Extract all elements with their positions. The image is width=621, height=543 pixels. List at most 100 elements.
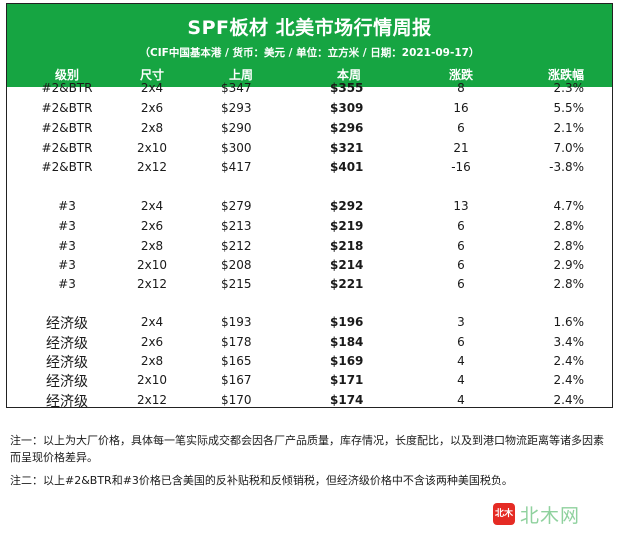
cell-grade: #2&BTR bbox=[41, 81, 93, 95]
cell-size: 2x12 bbox=[136, 393, 167, 407]
cell-change-pct: -3.8% bbox=[549, 160, 584, 174]
report-subtitle: （CIF中国基本港 / 货币：美元 / 单位：立方米 / 日期：2021-09-… bbox=[139, 47, 480, 59]
cell-last-week: $167 bbox=[221, 373, 252, 387]
cell-last-week: $193 bbox=[221, 315, 252, 329]
price-table: SPF板材 北美市场行情周报 （CIF中国基本港 / 货币：美元 / 单位：立方… bbox=[6, 3, 613, 410]
cell-change: 6 bbox=[457, 258, 465, 272]
cell-this-week: $214 bbox=[330, 258, 364, 272]
cell-grade: 经济级 bbox=[46, 336, 88, 352]
cell-this-week: $219 bbox=[330, 219, 364, 233]
column-header-change-pct: 涨跌幅 bbox=[547, 68, 584, 82]
cell-last-week: $212 bbox=[221, 239, 252, 253]
cell-change-pct: 2.4% bbox=[553, 354, 585, 368]
cell-change: -16 bbox=[451, 160, 471, 174]
note-1: 注一：以上为大厂价格，具体每一笔实际成交都会因各厂产品质量，库存情况，长度配比，… bbox=[10, 434, 604, 464]
cell-size: 2x10 bbox=[136, 141, 167, 155]
cell-change-pct: 2.1% bbox=[553, 121, 585, 135]
cell-this-week: $296 bbox=[330, 121, 364, 135]
cell-this-week: $221 bbox=[330, 277, 364, 291]
cell-this-week: $171 bbox=[330, 373, 364, 387]
cell-grade: 经济级 bbox=[46, 316, 88, 332]
cell-last-week: $213 bbox=[221, 219, 252, 233]
cell-change: 6 bbox=[457, 335, 465, 349]
cell-change: 21 bbox=[453, 141, 469, 155]
cell-grade: #3 bbox=[58, 258, 76, 272]
cell-this-week: $196 bbox=[330, 315, 364, 329]
cell-last-week: $208 bbox=[221, 258, 252, 272]
brand-logo-text: 北木网 bbox=[520, 505, 581, 527]
cell-grade: #2&BTR bbox=[41, 141, 93, 155]
cell-size: 2x10 bbox=[136, 258, 167, 272]
cell-change: 4 bbox=[457, 393, 465, 407]
column-header-change: 涨跌 bbox=[448, 68, 473, 82]
cell-this-week: $218 bbox=[330, 239, 364, 253]
cell-size: 2x6 bbox=[140, 219, 164, 233]
cell-last-week: $178 bbox=[221, 335, 252, 349]
cell-change-pct: 2.8% bbox=[553, 239, 585, 253]
cell-change-pct: 2.4% bbox=[553, 393, 585, 407]
brand-logo-badge: 北木 bbox=[493, 503, 515, 525]
cell-last-week: $215 bbox=[221, 277, 252, 291]
cell-this-week: $401 bbox=[330, 160, 364, 174]
cell-change-pct: 2.3% bbox=[553, 81, 585, 95]
cell-size: 2x8 bbox=[140, 239, 164, 253]
cell-change-pct: 7.0% bbox=[553, 141, 585, 155]
cell-size: 2x8 bbox=[140, 354, 164, 368]
column-header-grade: 级别 bbox=[54, 68, 79, 82]
cell-last-week: $170 bbox=[221, 393, 252, 407]
cell-last-week: $290 bbox=[221, 121, 252, 135]
cell-this-week: $355 bbox=[330, 81, 364, 95]
cell-last-week: $279 bbox=[221, 199, 252, 213]
cell-size: 2x8 bbox=[140, 121, 164, 135]
cell-change: 8 bbox=[457, 81, 465, 95]
cell-grade: 经济级 bbox=[46, 355, 88, 371]
column-header-this-week: 本周 bbox=[336, 68, 361, 82]
cell-this-week: $309 bbox=[330, 101, 364, 115]
cell-this-week: $184 bbox=[330, 335, 364, 349]
cell-change: 3 bbox=[457, 315, 465, 329]
cell-last-week: $165 bbox=[221, 354, 252, 368]
table-header: SPF板材 北美市场行情周报 （CIF中国基本港 / 货币：美元 / 单位：立方… bbox=[7, 4, 612, 87]
cell-grade: #2&BTR bbox=[41, 121, 93, 135]
cell-size: 2x10 bbox=[136, 373, 167, 387]
cell-change-pct: 2.9% bbox=[553, 258, 585, 272]
cell-change: 16 bbox=[453, 101, 469, 115]
cell-grade: 经济级 bbox=[46, 394, 88, 410]
cell-change-pct: 5.5% bbox=[553, 101, 585, 115]
cell-change: 6 bbox=[457, 219, 465, 233]
cell-change-pct: 3.4% bbox=[553, 335, 585, 349]
cell-change: 4 bbox=[457, 354, 465, 368]
report-title: SPF板材 北美市场行情周报 bbox=[187, 17, 432, 39]
cell-size: 2x12 bbox=[136, 160, 167, 174]
cell-size: 2x12 bbox=[136, 277, 167, 291]
cell-change-pct: 2.8% bbox=[553, 219, 585, 233]
cell-change: 6 bbox=[457, 277, 465, 291]
cell-size: 2x4 bbox=[140, 199, 164, 213]
cell-this-week: $292 bbox=[330, 199, 364, 213]
cell-this-week: $174 bbox=[330, 393, 364, 407]
cell-last-week: $417 bbox=[221, 160, 252, 174]
cell-change-pct: 1.6% bbox=[553, 315, 585, 329]
cell-size: 2x6 bbox=[140, 101, 164, 115]
column-header-size: 尺寸 bbox=[139, 68, 164, 82]
cell-this-week: $321 bbox=[330, 141, 364, 155]
cell-grade: #3 bbox=[58, 239, 76, 253]
cell-change: 6 bbox=[457, 239, 465, 253]
cell-this-week: $169 bbox=[330, 354, 364, 368]
cell-change: 13 bbox=[453, 199, 469, 213]
cell-last-week: $300 bbox=[221, 141, 252, 155]
cell-change-pct: 2.4% bbox=[553, 373, 585, 387]
cell-last-week: $347 bbox=[221, 81, 252, 95]
cell-change: 6 bbox=[457, 121, 465, 135]
cell-last-week: $293 bbox=[221, 101, 252, 115]
cell-change: 4 bbox=[457, 373, 465, 387]
cell-change-pct: 2.8% bbox=[553, 277, 585, 291]
cell-grade: #3 bbox=[58, 277, 76, 291]
cell-grade: #2&BTR bbox=[41, 101, 93, 115]
cell-grade: 经济级 bbox=[46, 374, 88, 390]
column-header-last-week: 上周 bbox=[228, 68, 253, 82]
note-2: 注二：以上#2&BTR和#3价格已含美国的反补贴税和反倾销税，但经济级价格中不含… bbox=[10, 474, 513, 487]
cell-grade: #3 bbox=[58, 199, 76, 213]
cell-change-pct: 4.7% bbox=[553, 199, 585, 213]
cell-size: 2x4 bbox=[140, 81, 164, 95]
